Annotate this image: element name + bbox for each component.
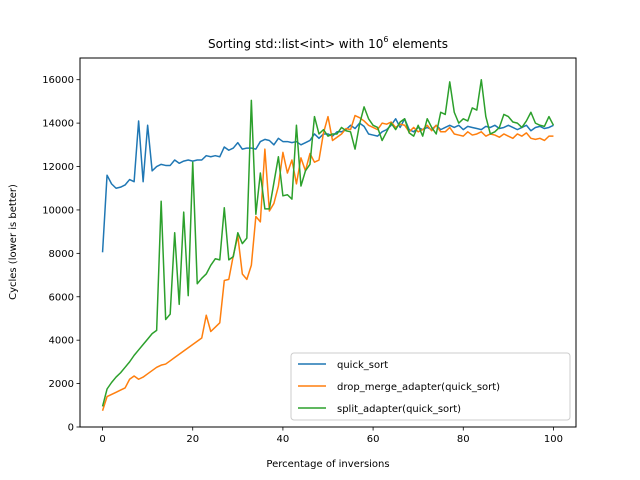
y-tick-label: 0 (68, 423, 74, 434)
series-line-drop-merge-adapter-quick-sort (101, 114, 554, 411)
legend-box (290, 352, 571, 421)
ticks-group: 0 20 40 60 80 100 0 2000 4000 6000 8000 10000 12000 1… (42, 75, 563, 445)
y-tick-label: 8000 (49, 249, 74, 260)
y-tick-label: 16000 (42, 75, 74, 86)
legend-label-split-adapter: split_adapter(quick_sort) (337, 404, 461, 415)
series-line-quick-sort (101, 118, 554, 253)
y-tick-label: 10000 (42, 205, 74, 216)
legend-label-drop-merge-adapter: drop_merge_adapter(quick_sort) (337, 382, 500, 393)
y-tick-label: 12000 (42, 162, 74, 173)
y-tick-label: 4000 (49, 336, 74, 347)
chart-title: Sorting std::list<int> with 106 elements (208, 35, 448, 51)
x-axis-label: Percentage of inversions (266, 459, 389, 470)
y-tick-label: 14000 (42, 119, 74, 130)
plot-frame (79, 57, 577, 428)
x-tick-label: 100 (544, 434, 563, 445)
y-tick-label: 2000 (49, 379, 74, 390)
y-axis-label: Cycles (lower is better) (8, 184, 19, 300)
x-tick-label: 0 (99, 434, 105, 445)
x-tick-label: 40 (277, 434, 290, 445)
x-tick-label: 80 (457, 434, 470, 445)
x-tick-label: 60 (367, 434, 380, 445)
series-group (101, 78, 555, 411)
legend-label-quick-sort: quick_sort (337, 360, 388, 371)
series-line-split-adapter-quick-sort (101, 78, 555, 407)
x-tick-label: 20 (186, 434, 199, 445)
y-tick-label: 6000 (49, 292, 74, 303)
legend: quick_sort drop_merge_adapter(quick_sort… (290, 352, 571, 421)
